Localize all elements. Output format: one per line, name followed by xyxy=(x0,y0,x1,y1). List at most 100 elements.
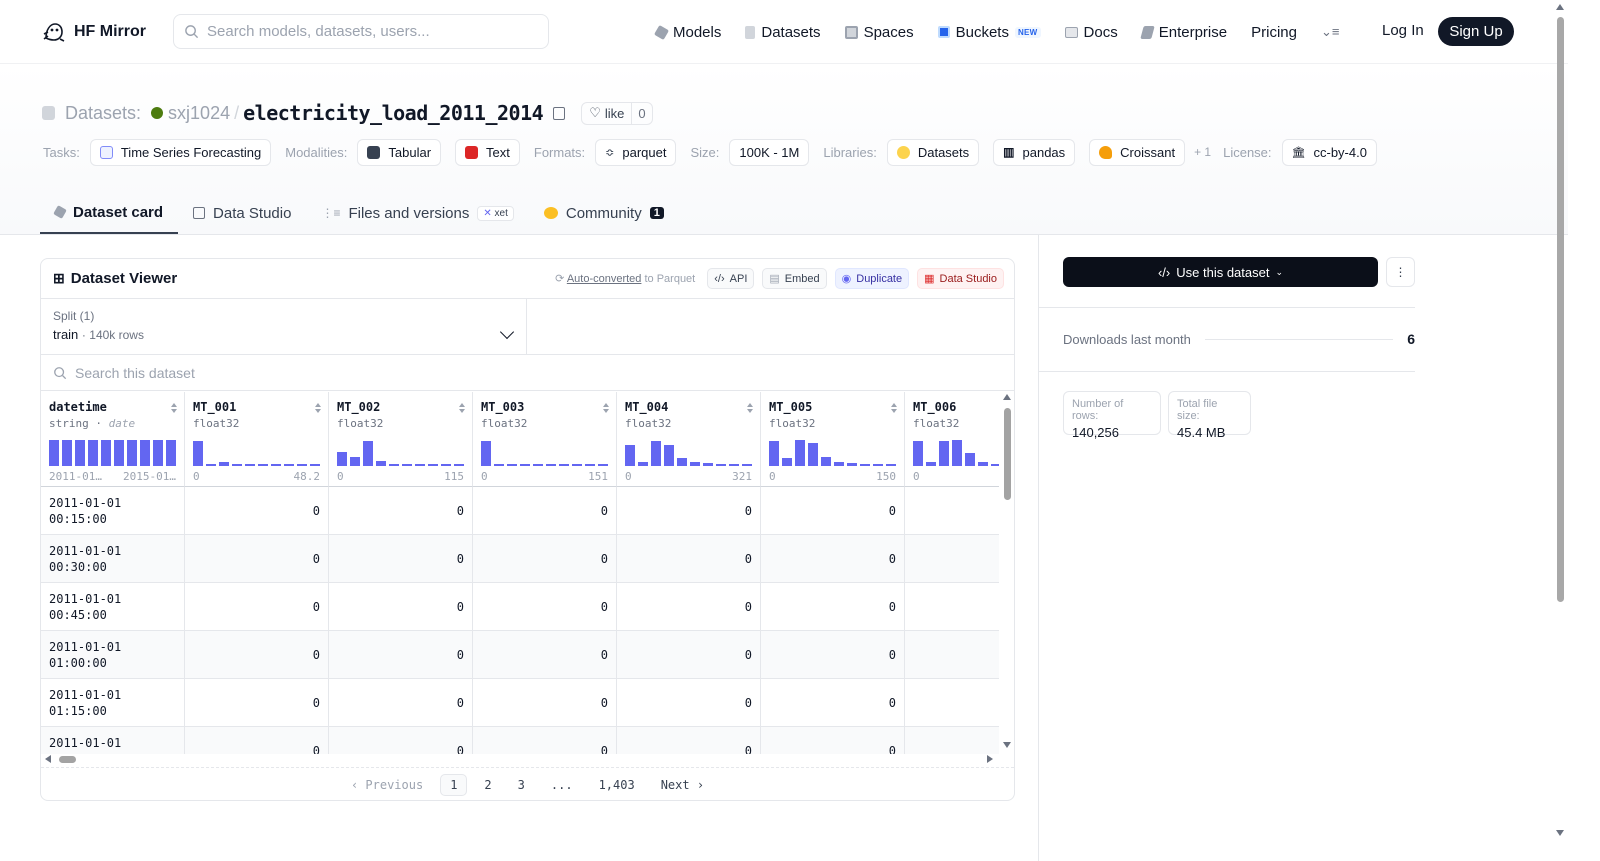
repo-name[interactable]: electricity_load_2011_2014 xyxy=(243,101,544,125)
histogram-bar[interactable] xyxy=(690,462,700,466)
table-cell-datetime[interactable]: 2011-01-01 00:45:00 xyxy=(41,583,185,631)
histogram-bar[interactable] xyxy=(454,464,464,466)
histogram-bar[interactable] xyxy=(716,464,726,466)
tag-format[interactable]: ≎ parquet xyxy=(595,138,677,166)
histogram-bar[interactable] xyxy=(389,464,399,466)
column-header[interactable]: datetime string · date 2011-01… 2015-01… xyxy=(41,392,185,487)
histogram-bar[interactable] xyxy=(677,458,687,466)
scroll-down-arrow[interactable] xyxy=(1003,742,1011,748)
more-menu-button[interactable]: ⌄≡ xyxy=(1321,24,1339,40)
table-cell[interactable]: 0 xyxy=(473,679,617,727)
histogram-bar[interactable] xyxy=(769,441,779,466)
histogram-bar[interactable] xyxy=(782,458,792,466)
like-button-main[interactable]: ♡ like xyxy=(582,102,633,124)
horizontal-scroll-thumb[interactable] xyxy=(59,756,76,763)
page-scroll-thumb[interactable] xyxy=(1557,17,1564,602)
page-scrollbar[interactable] xyxy=(1553,0,1568,861)
table-cell[interactable]: 0 xyxy=(473,727,617,754)
nav-buckets[interactable]: Buckets NEW xyxy=(937,24,1041,41)
sort-icon[interactable] xyxy=(746,401,754,413)
histogram-bar[interactable] xyxy=(376,461,386,466)
histogram-bar[interactable] xyxy=(193,441,203,466)
histogram-bar[interactable] xyxy=(533,464,543,466)
histogram-bar[interactable] xyxy=(481,441,491,466)
histogram-bar[interactable] xyxy=(337,452,347,466)
histogram-bar[interactable] xyxy=(75,440,85,466)
tag-size[interactable]: 100K - 1M xyxy=(729,138,810,166)
table-cell[interactable]: 0 xyxy=(617,535,761,583)
sort-icon[interactable] xyxy=(314,401,322,413)
table-cell[interactable]: 0 xyxy=(473,631,617,679)
histogram-bar[interactable] xyxy=(926,462,936,466)
histogram-bar[interactable] xyxy=(127,440,137,466)
column-header[interactable]: MT_002 float32 0 115 xyxy=(329,392,473,487)
tag-license[interactable]: 🏛 cc-by-4.0 xyxy=(1281,138,1377,166)
table-cell[interactable]: 0 xyxy=(617,583,761,631)
column-header[interactable]: MT_004 float32 0 321 xyxy=(617,392,761,487)
table-cell[interactable]: 0 xyxy=(761,631,905,679)
table-cell[interactable]: 0 xyxy=(185,727,329,754)
histogram-bar[interactable] xyxy=(939,441,949,466)
table-cell-datetime[interactable]: 2011-01-01 00:15:00 xyxy=(41,487,185,535)
table-cell[interactable]: 0 xyxy=(329,631,473,679)
nav-enterprise[interactable]: Enterprise xyxy=(1139,24,1227,41)
table-cell[interactable]: 0 xyxy=(761,535,905,583)
column-header[interactable]: MT_006 float32 0 xyxy=(905,392,999,487)
use-this-dataset-button[interactable]: ‹/› Use this dataset ⌄ xyxy=(1063,257,1378,287)
table-cell[interactable]: 0 xyxy=(761,727,905,754)
histogram-bar[interactable] xyxy=(598,464,608,466)
page-3[interactable]: 3 xyxy=(517,777,525,792)
histogram-bar[interactable] xyxy=(350,457,360,466)
column-header[interactable]: MT_001 float32 0 48.2 xyxy=(185,392,329,487)
owner-link[interactable]: sxj1024 xyxy=(168,102,231,123)
histogram-bar[interactable] xyxy=(729,464,739,466)
histogram-bar[interactable] xyxy=(965,453,975,466)
histogram-bar[interactable] xyxy=(310,464,320,466)
histogram-bar[interactable] xyxy=(206,464,216,466)
nav-docs[interactable]: Docs xyxy=(1064,24,1118,41)
histogram-bar[interactable] xyxy=(153,440,163,466)
table-cell-datetime[interactable]: 2011-01-01 xyxy=(41,727,185,754)
column-histogram[interactable] xyxy=(49,440,176,466)
histogram-bar[interactable] xyxy=(140,440,150,466)
dataset-search-input[interactable] xyxy=(75,364,475,381)
more-options-button[interactable]: ⋮ xyxy=(1386,257,1415,287)
histogram-bar[interactable] xyxy=(428,464,438,466)
table-cell[interactable]: 0 xyxy=(617,727,761,754)
section-label[interactable]: Datasets: xyxy=(65,102,142,123)
page-last[interactable]: 1,403 xyxy=(598,777,635,792)
column-histogram[interactable] xyxy=(625,440,752,466)
histogram-bar[interactable] xyxy=(664,445,674,466)
sort-icon[interactable] xyxy=(170,401,178,413)
table-cell[interactable] xyxy=(905,679,999,727)
tag-modality-text[interactable]: Text xyxy=(455,138,520,166)
table-cell-datetime[interactable]: 2011-01-01 01:15:00 xyxy=(41,679,185,727)
histogram-bar[interactable] xyxy=(546,464,556,466)
table-cell[interactable]: 0 xyxy=(185,583,329,631)
histogram-bar[interactable] xyxy=(572,464,582,466)
table-vertical-scrollbar[interactable] xyxy=(1001,392,1013,754)
histogram-bar[interactable] xyxy=(808,443,818,466)
table-cell-datetime[interactable]: 2011-01-01 01:00:00 xyxy=(41,631,185,679)
histogram-bar[interactable] xyxy=(284,464,294,466)
column-histogram[interactable] xyxy=(337,440,464,466)
table-cell[interactable]: 0 xyxy=(617,631,761,679)
owner-avatar[interactable] xyxy=(151,107,164,119)
column-histogram[interactable] xyxy=(481,440,608,466)
column-header[interactable]: MT_003 float32 0 151 xyxy=(473,392,617,487)
scroll-right-arrow[interactable] xyxy=(987,755,993,763)
table-cell[interactable] xyxy=(905,631,999,679)
histogram-bar[interactable] xyxy=(625,445,635,466)
column-histogram[interactable] xyxy=(193,440,320,466)
login-link[interactable]: Log In xyxy=(1382,22,1424,39)
histogram-bar[interactable] xyxy=(795,440,805,466)
column-histogram[interactable] xyxy=(769,440,896,466)
histogram-bar[interactable] xyxy=(441,464,451,466)
histogram-bar[interactable] xyxy=(49,440,59,466)
histogram-bar[interactable] xyxy=(101,440,111,466)
scroll-left-arrow[interactable] xyxy=(45,755,51,763)
global-search-input[interactable] xyxy=(207,23,527,40)
table-cell[interactable]: 0 xyxy=(473,487,617,535)
tag-lib-pandas[interactable]: ▥ pandas xyxy=(993,138,1076,166)
page-scroll-up-arrow[interactable] xyxy=(1556,4,1564,10)
